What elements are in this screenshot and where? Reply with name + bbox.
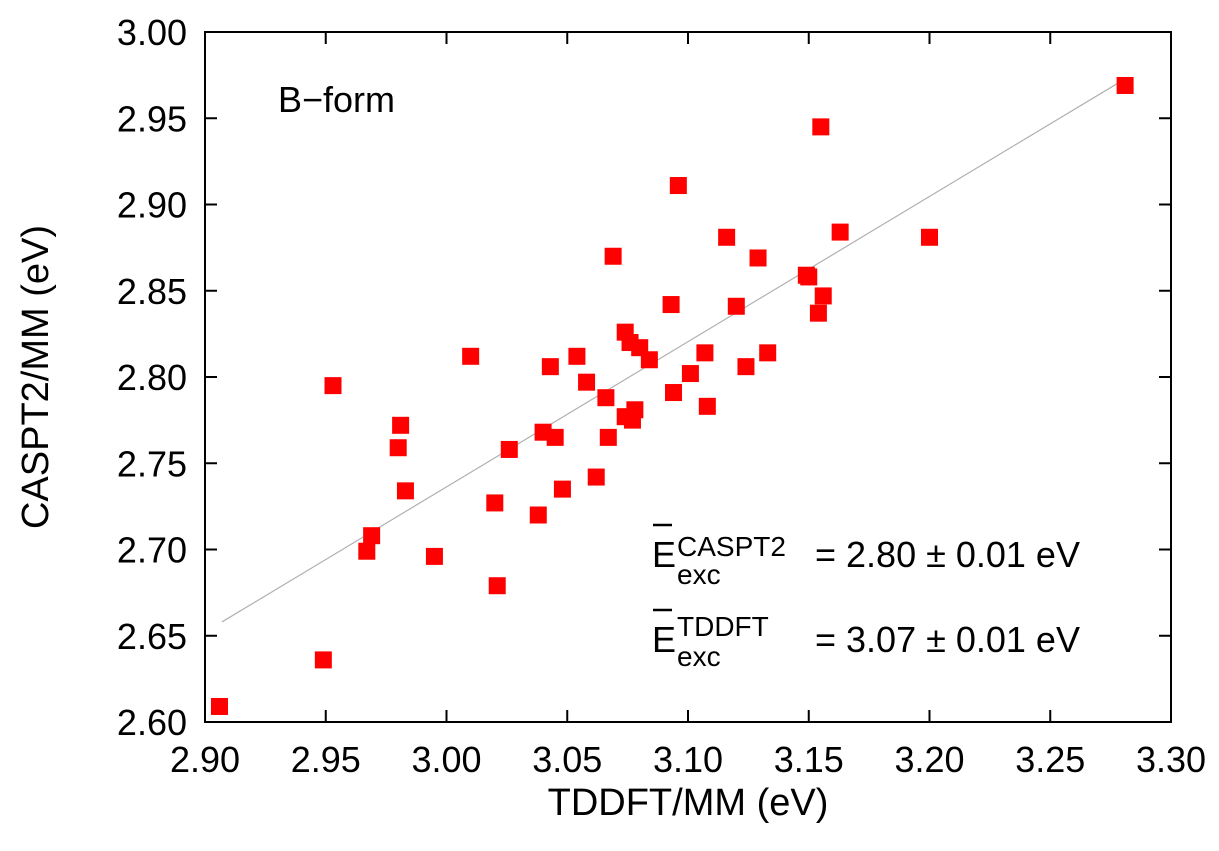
data-point — [814, 287, 832, 305]
data-point — [541, 358, 559, 376]
data-point — [363, 527, 381, 545]
data-point — [604, 247, 622, 265]
data-point — [669, 177, 687, 195]
y-tick-label: 2.75 — [117, 443, 187, 484]
caspt2-mean-value: = 2.80 ± 0.01 eV — [815, 534, 1080, 575]
x-tick-label: 3.05 — [532, 739, 602, 780]
data-point — [921, 228, 938, 246]
data-point — [640, 351, 658, 369]
data-point — [578, 373, 596, 391]
y-tick-label: 2.60 — [117, 702, 187, 743]
x-tick-label: 3.25 — [1015, 739, 1085, 780]
y-tick-label: 2.90 — [117, 185, 187, 226]
data-point — [462, 347, 480, 365]
x-tick-label: 2.90 — [170, 739, 240, 780]
data-point — [599, 428, 617, 446]
data-point — [425, 547, 443, 565]
data-point — [759, 344, 777, 362]
tddft-mean-value: = 3.07 ± 0.01 eV — [815, 619, 1080, 660]
data-point — [698, 397, 716, 415]
caspt2-sub: exc — [677, 559, 721, 590]
data-point — [831, 223, 849, 241]
data-point — [727, 297, 745, 315]
data-point — [358, 542, 376, 560]
x-tick-label: 3.30 — [1136, 739, 1206, 780]
y-tick-label: 2.80 — [117, 357, 187, 398]
data-point — [392, 416, 410, 434]
data-point — [500, 440, 518, 458]
data-point — [737, 358, 755, 376]
data-point — [314, 651, 332, 669]
data-point — [696, 344, 714, 362]
data-point — [568, 347, 586, 365]
data-point — [681, 365, 699, 383]
tddft-sub: exc — [677, 641, 721, 672]
tddft-sup: TDDFT — [677, 611, 769, 642]
data-point — [749, 249, 767, 267]
x-axis-label: TDDFT/MM (eV) — [548, 782, 829, 824]
data-point — [718, 228, 736, 246]
tddft-mean-annotation: E TDDFT exc = 3.07 ± 0.01 eV — [652, 608, 1080, 672]
data-point — [529, 506, 547, 524]
data-point — [587, 468, 605, 486]
caspt2-symbol: E — [652, 534, 676, 575]
ticks-layer: 2.90 2.95 3.00 3.05 3.10 3.15 3.20 3.25 3.30 2.60… — [117, 12, 1206, 780]
points-layer — [210, 76, 1134, 715]
tddft-symbol: E — [652, 619, 676, 660]
data-point — [488, 577, 506, 595]
x-tick-label: 3.10 — [653, 739, 723, 780]
y-tick-label: 2.95 — [117, 98, 187, 139]
data-point — [800, 268, 818, 286]
y-axis-label: CASPT2/MM (eV) — [15, 225, 57, 529]
y-tick-label: 2.85 — [117, 271, 187, 312]
data-point — [389, 439, 407, 457]
y-tick-label: 3.00 — [117, 12, 187, 53]
data-point — [626, 401, 644, 419]
data-point — [662, 296, 680, 314]
x-tick-label: 3.00 — [411, 739, 481, 780]
y-tick-label: 2.70 — [117, 530, 187, 571]
data-point — [210, 697, 228, 715]
data-point — [324, 377, 342, 395]
x-tick-label: 2.95 — [291, 739, 361, 780]
data-point — [809, 304, 827, 322]
caspt2-mean-annotation: E CASPT2 exc = 2.80 ± 0.01 eV — [652, 523, 1080, 590]
data-point — [553, 480, 571, 498]
data-point — [665, 384, 683, 402]
data-point — [1116, 76, 1134, 94]
caspt2-sup: CASPT2 — [677, 531, 786, 562]
x-tick-label: 3.20 — [894, 739, 964, 780]
data-point — [486, 494, 504, 512]
data-point — [812, 118, 830, 136]
data-point — [396, 482, 414, 500]
x-tick-label: 3.15 — [774, 739, 844, 780]
data-point — [546, 428, 564, 446]
form-label: B−form — [278, 79, 395, 120]
data-point — [597, 389, 615, 407]
y-tick-label: 2.65 — [117, 616, 187, 657]
